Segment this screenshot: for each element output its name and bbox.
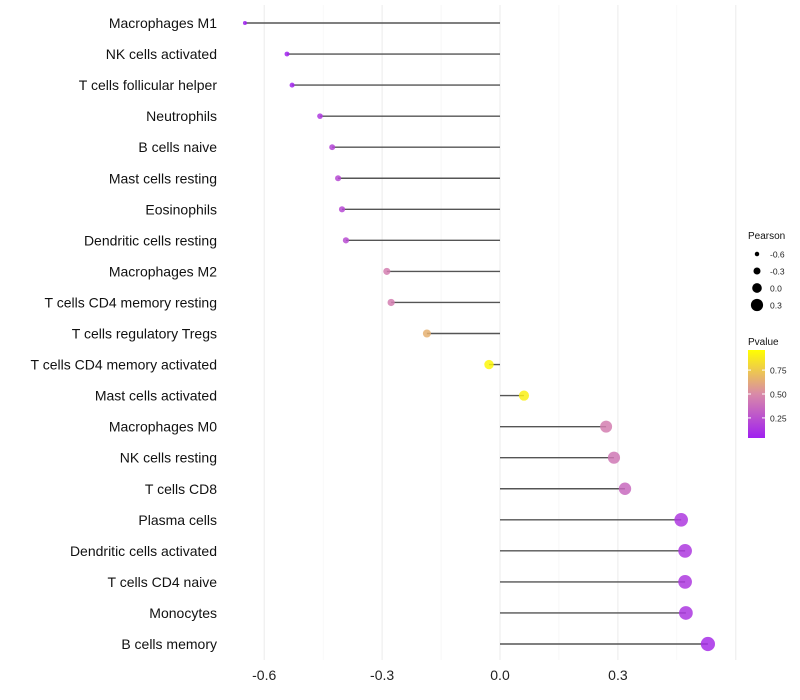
lollipop-point: [284, 51, 290, 57]
lollipop-point: [338, 206, 346, 213]
y-tick-label: Mast cells activated: [95, 388, 217, 404]
lollipop-point: [484, 359, 494, 370]
y-tick-label: Neutrophils: [146, 108, 217, 124]
y-tick-label: T cells CD8: [145, 481, 217, 497]
lollipop-point: [618, 482, 632, 495]
lollipop-point: [317, 113, 323, 119]
y-tick-label: Eosinophils: [145, 201, 217, 217]
y-tick-label: Mast cells resting: [109, 170, 217, 186]
lollipop-point: [242, 20, 247, 26]
lollipop-point: [674, 512, 688, 527]
size-legend-dot: [753, 267, 761, 275]
y-tick-label: NK cells activated: [106, 46, 217, 62]
lollipop-point: [679, 606, 693, 620]
lollipop-point: [289, 82, 295, 88]
size-legend-dot: [754, 251, 760, 257]
y-tick-label: T cells CD4 naive: [108, 574, 218, 590]
x-tick-label: -0.6: [252, 667, 276, 683]
y-tick-label: Macrophages M2: [109, 263, 217, 279]
x-tick-label: -0.3: [370, 667, 394, 683]
lollipop-point: [342, 237, 350, 244]
size-legend-label: 0.3: [770, 301, 782, 311]
color-bar: [748, 350, 765, 438]
size-legend-label: -0.3: [770, 267, 785, 277]
lollipop-point: [678, 575, 692, 589]
color-legend-title: Pvalue: [748, 337, 779, 348]
x-tick-label: 0.0: [490, 667, 510, 683]
lollipop-point: [607, 451, 621, 464]
lollipop-point: [678, 543, 692, 558]
lollipop-point: [335, 175, 342, 182]
y-tick-label: NK cells resting: [120, 450, 217, 466]
color-legend-label: 0.75: [770, 366, 787, 376]
y-tick-label: Monocytes: [149, 605, 217, 621]
size-legend-title: Pearson: [748, 231, 785, 242]
y-tick-label: T cells CD4 memory activated: [31, 357, 217, 373]
y-tick-label: T cells CD4 memory resting: [45, 294, 217, 310]
size-legend-label: -0.6: [770, 250, 785, 260]
lollipop-point: [518, 390, 530, 401]
y-tick-label: B cells memory: [121, 636, 217, 652]
x-tick-label: 0.3: [608, 667, 628, 683]
size-legend-label: 0.0: [770, 284, 782, 294]
lollipop-point: [600, 420, 613, 433]
size-legend-dot: [752, 283, 762, 293]
y-tick-label: Macrophages M1: [109, 15, 217, 31]
y-tick-label: T cells follicular helper: [79, 77, 218, 93]
y-tick-label: Macrophages M0: [109, 419, 217, 435]
lollipop-point: [387, 298, 395, 307]
y-tick-label: T cells regulatory Tregs: [72, 326, 217, 342]
y-tick-label: Plasma cells: [138, 512, 217, 528]
y-tick-label: B cells naive: [138, 139, 217, 155]
size-legend-dot: [750, 298, 764, 312]
y-tick-label: Dendritic cells resting: [84, 232, 217, 248]
color-legend-label: 0.25: [770, 413, 787, 423]
lollipop-point: [700, 636, 716, 652]
color-legend-label: 0.50: [770, 390, 787, 400]
lollipop-point: [422, 329, 431, 338]
y-tick-label: Dendritic cells activated: [70, 543, 217, 559]
lollipop-point: [329, 144, 336, 151]
lollipop-point: [383, 267, 391, 275]
